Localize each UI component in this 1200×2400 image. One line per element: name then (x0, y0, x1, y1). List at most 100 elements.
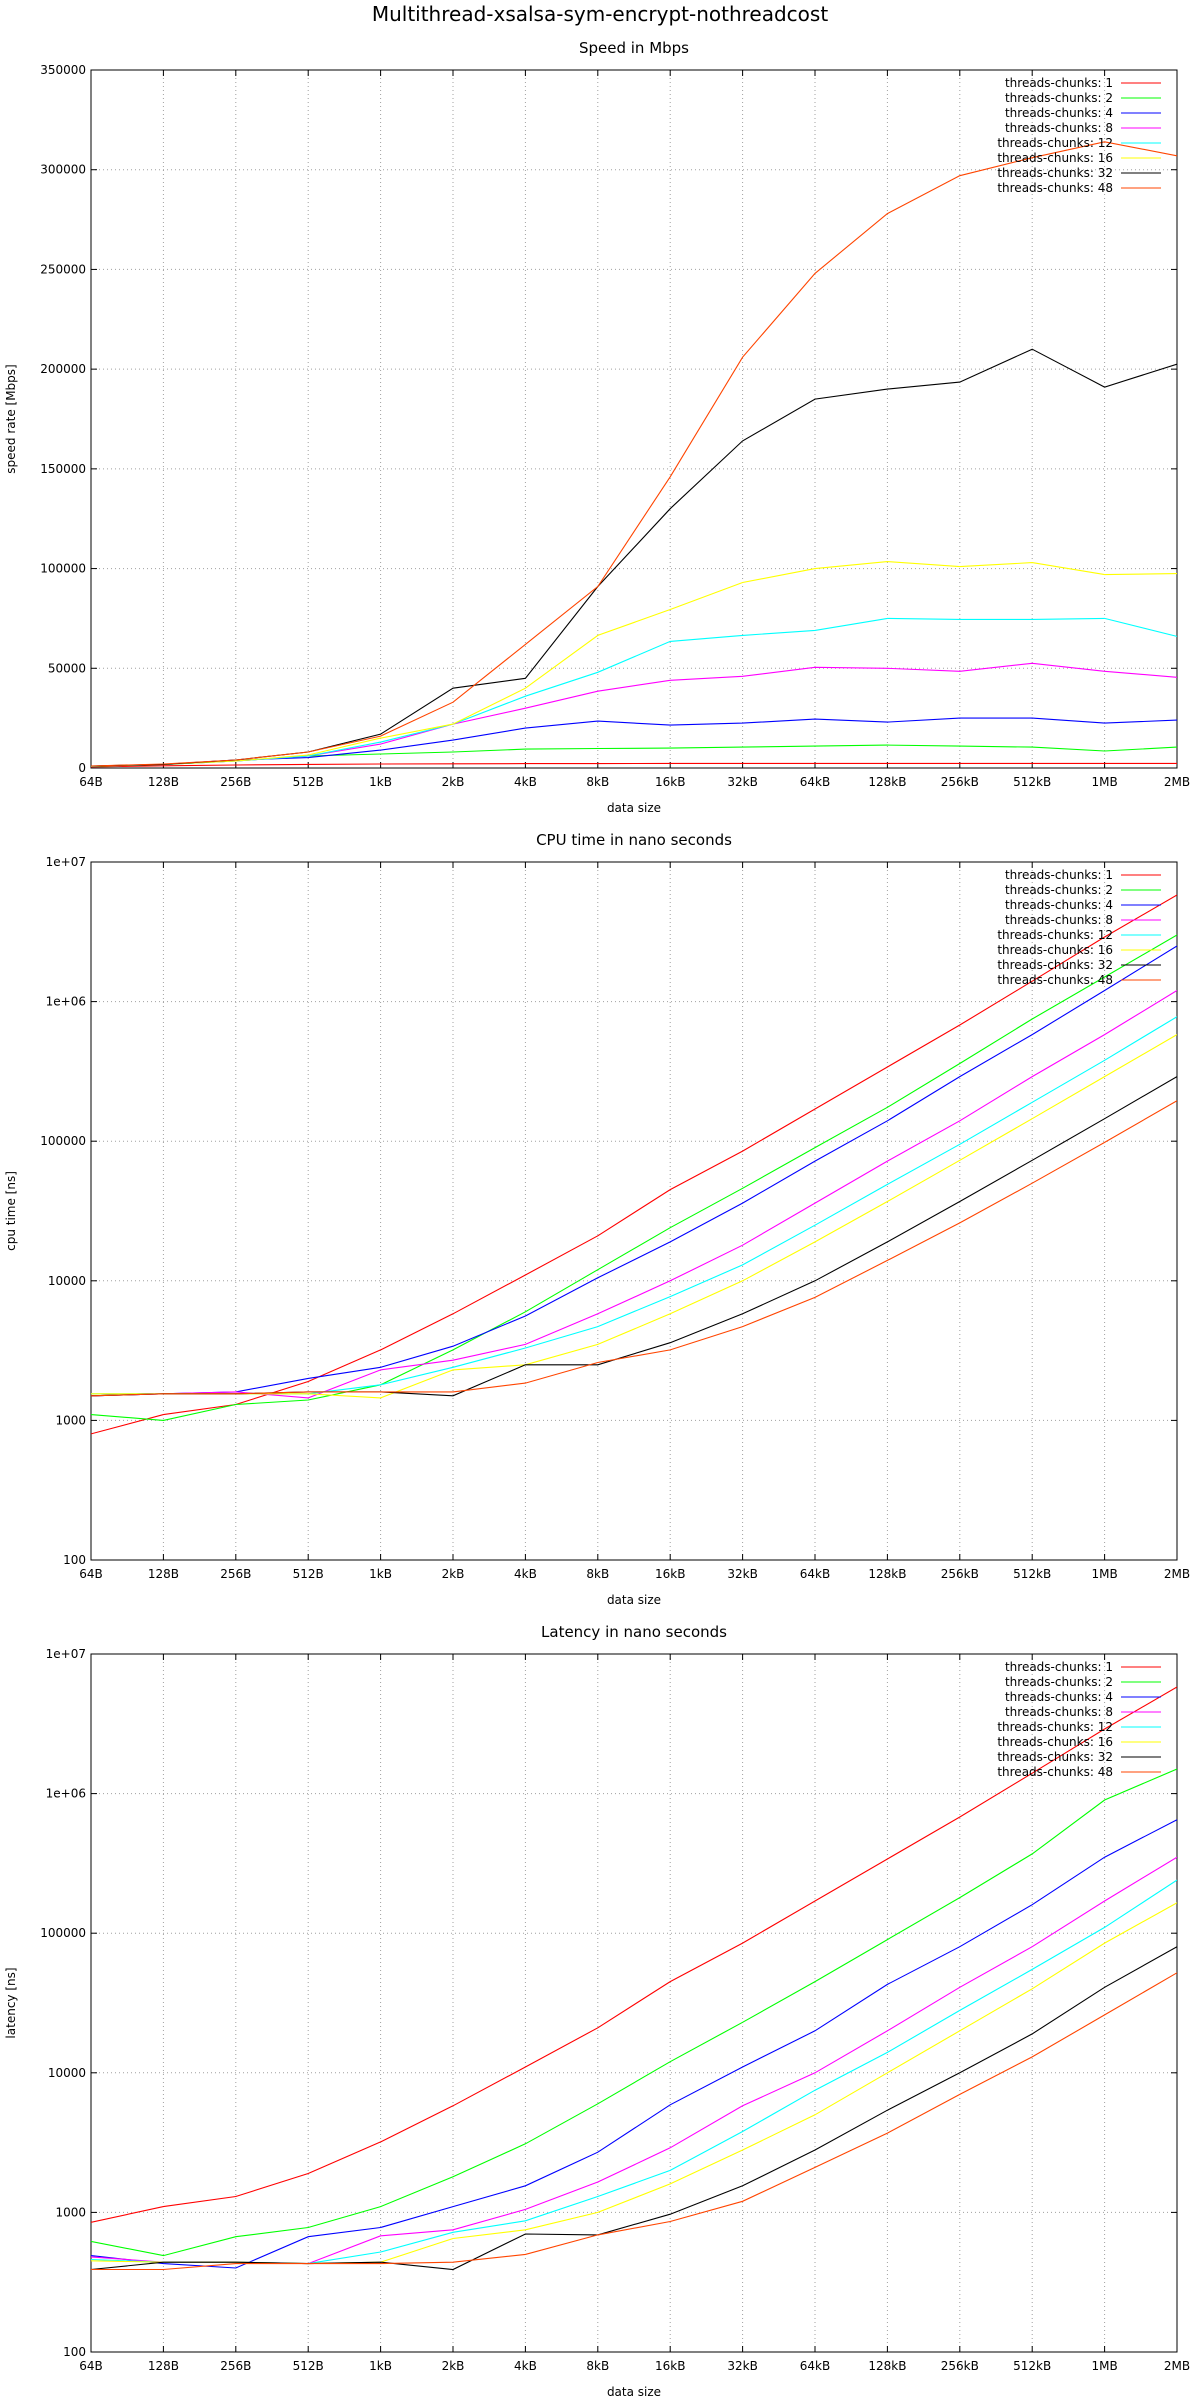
series-line-4 (91, 1856, 1177, 2265)
x-tick-label: 32kB (727, 1567, 757, 1581)
x-tick-label: 64kB (800, 2359, 830, 2373)
x-tick-label: 16kB (655, 2359, 685, 2373)
x-tick-label: 2MB (1164, 1567, 1190, 1581)
x-tick-label: 2kB (442, 775, 465, 789)
legend-label: threads-chunks: 48 (997, 1765, 1113, 1779)
y-tick-label: 1000 (55, 2205, 86, 2219)
x-tick-label: 4kB (514, 1567, 537, 1581)
x-tick-label: 4kB (514, 775, 537, 789)
x-tick-label: 512B (293, 1567, 324, 1581)
legend-label: threads-chunks: 12 (997, 1720, 1113, 1734)
y-tick-label: 150000 (40, 462, 86, 476)
series-line-7 (91, 348, 1177, 767)
legend-label: threads-chunks: 48 (997, 181, 1113, 195)
legend-label: threads-chunks: 2 (1005, 883, 1113, 897)
x-tick-label: 8kB (586, 1567, 609, 1581)
legend-label: threads-chunks: 12 (997, 136, 1113, 150)
x-tick-label: 128B (148, 775, 179, 789)
y-tick-label: 100000 (40, 1134, 86, 1148)
series-line-1 (91, 1686, 1177, 2223)
chart-panel-1: 0 50000 100000 150000 200000 250000 300000 3500… (4, 39, 1190, 815)
legend-label: threads-chunks: 16 (997, 943, 1113, 957)
x-axis-label: data size (607, 1593, 661, 1607)
x-tick-label: 16kB (655, 1567, 685, 1581)
x-tick-label: 64kB (800, 775, 830, 789)
series-line-2 (91, 1768, 1177, 2257)
legend-label: threads-chunks: 32 (997, 958, 1113, 972)
x-tick-label: 128kB (868, 775, 906, 789)
series-line-8 (91, 1972, 1177, 2271)
x-tick-label: 1kB (369, 2359, 392, 2373)
y-tick-label: 350000 (40, 63, 86, 77)
x-tick-label: 256B (220, 2359, 251, 2373)
x-tick-label: 1MB (1091, 775, 1117, 789)
legend-label: threads-chunks: 48 (997, 973, 1113, 987)
legend-label: threads-chunks: 4 (1005, 898, 1113, 912)
x-tick-label: 256B (220, 1567, 251, 1581)
x-tick-label: 64B (79, 2359, 103, 2373)
x-tick-label: 64B (79, 1567, 103, 1581)
y-tick-label: 1000 (55, 1413, 86, 1427)
x-tick-label: 2kB (442, 1567, 465, 1581)
chart-title: Latency in nano seconds (541, 1623, 727, 1641)
x-axis-label: data size (607, 801, 661, 815)
x-tick-label: 512B (293, 2359, 324, 2373)
y-axis-label: cpu time [ns] (4, 1171, 18, 1251)
series-line-5 (91, 1016, 1177, 1395)
y-axis-label: speed rate [Mbps] (4, 364, 18, 473)
x-tick-label: 8kB (586, 775, 609, 789)
series-line-2 (91, 934, 1177, 1421)
x-tick-label: 64kB (800, 1567, 830, 1581)
x-tick-label: 256kB (941, 1567, 979, 1581)
y-tick-label: 0 (78, 761, 86, 775)
y-tick-label: 100000 (40, 562, 86, 576)
y-tick-label: 10000 (48, 2066, 86, 2080)
legend-label: threads-chunks: 1 (1005, 1660, 1113, 1674)
chart-panel-3: 100 1000 10000 100000 1e+06 1e+07 64B 128B 256B 5… (4, 1623, 1190, 2399)
x-tick-label: 256kB (941, 2359, 979, 2373)
y-tick-label: 250000 (40, 262, 86, 276)
x-tick-label: 4kB (514, 2359, 537, 2373)
x-tick-label: 32kB (727, 2359, 757, 2373)
chart-title: CPU time in nano seconds (536, 831, 732, 849)
x-tick-label: 256kB (941, 775, 979, 789)
y-tick-label: 1e+07 (46, 855, 86, 869)
legend-label: threads-chunks: 32 (997, 166, 1113, 180)
x-tick-label: 512kB (1013, 775, 1051, 789)
y-tick-label: 1e+06 (46, 1787, 86, 1801)
x-tick-label: 2kB (442, 2359, 465, 2373)
x-tick-label: 512B (293, 775, 324, 789)
x-tick-label: 2MB (1164, 775, 1190, 789)
x-tick-label: 128kB (868, 1567, 906, 1581)
x-tick-label: 2MB (1164, 2359, 1190, 2373)
x-tick-label: 1kB (369, 775, 392, 789)
x-tick-label: 16kB (655, 775, 685, 789)
y-tick-label: 1e+07 (46, 1647, 86, 1661)
legend-label: threads-chunks: 1 (1005, 76, 1113, 90)
series-line-8 (91, 1100, 1177, 1397)
legend-label: threads-chunks: 8 (1005, 1705, 1113, 1719)
x-tick-label: 256B (220, 775, 251, 789)
legend-label: threads-chunks: 1 (1005, 868, 1113, 882)
legend-label: threads-chunks: 8 (1005, 121, 1113, 135)
x-tick-label: 8kB (586, 2359, 609, 2373)
figure-title: Multithread-xsalsa-sym-encrypt-nothreadc… (371, 2, 829, 26)
series-line-5 (91, 617, 1177, 767)
y-axis-label: latency [ns] (4, 1967, 18, 2038)
x-tick-label: 64B (79, 775, 103, 789)
series-line-1 (91, 762, 1177, 768)
x-tick-label: 128kB (868, 2359, 906, 2373)
x-axis-label: data size (607, 2385, 661, 2399)
series-line-3 (91, 1819, 1177, 2269)
legend-label: threads-chunks: 4 (1005, 106, 1113, 120)
plot-frame (90, 861, 1178, 1561)
series-line-8 (91, 141, 1177, 767)
y-tick-label: 10000 (48, 1274, 86, 1288)
y-tick-label: 100000 (40, 1926, 86, 1940)
y-tick-label: 100 (63, 1553, 86, 1567)
x-tick-label: 512kB (1013, 2359, 1051, 2373)
legend-label: threads-chunks: 8 (1005, 913, 1113, 927)
y-tick-label: 100 (63, 2345, 86, 2359)
